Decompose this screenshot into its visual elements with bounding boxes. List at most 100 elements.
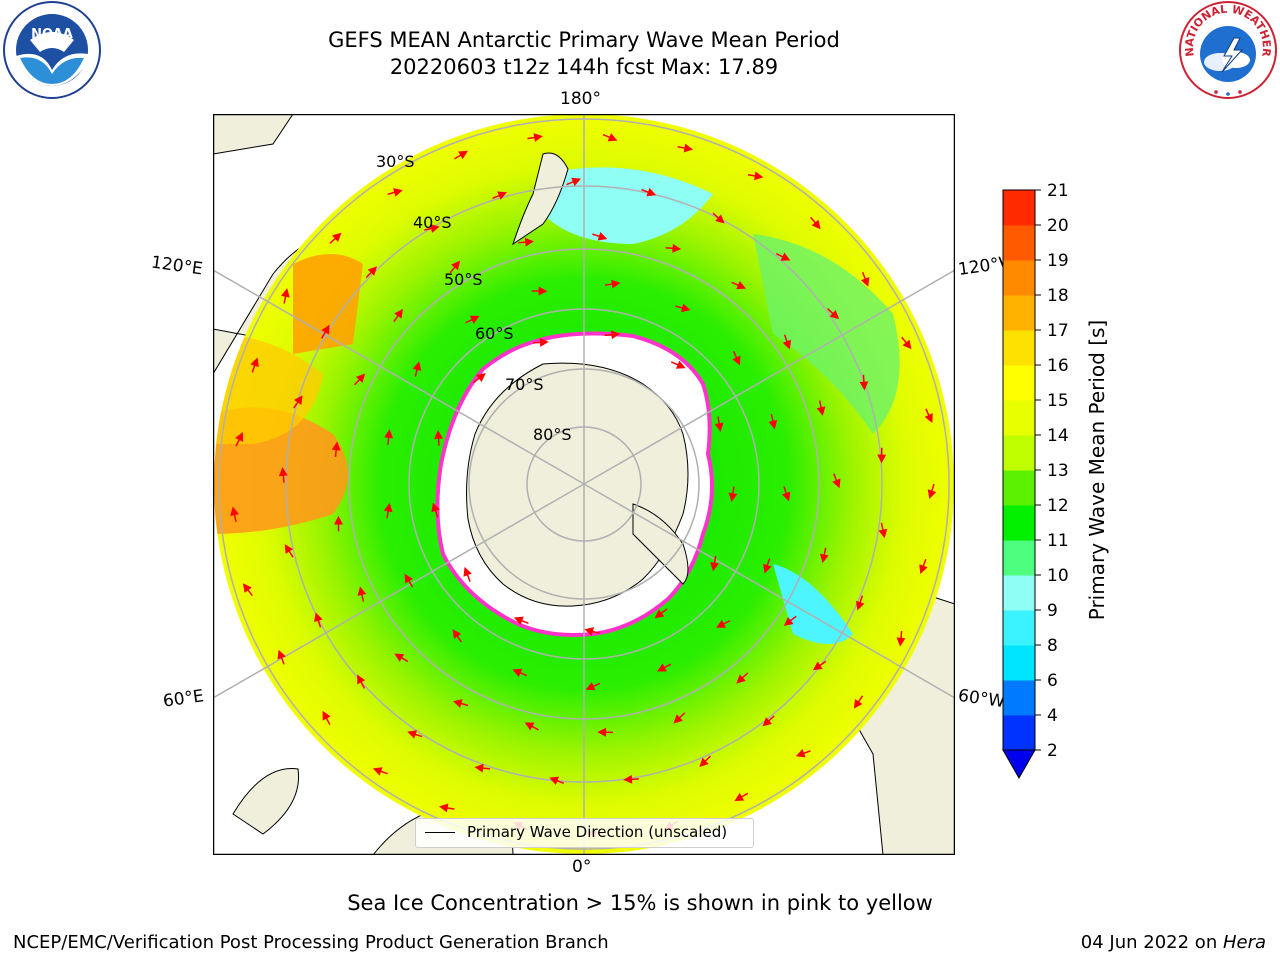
wave-arrow-head bbox=[768, 419, 778, 430]
colorbar-tick-label: 2 bbox=[1047, 741, 1058, 761]
wave-arrow-head bbox=[829, 310, 840, 320]
colorbar-under-arrow bbox=[1002, 749, 1036, 780]
wave-arrow-head bbox=[924, 413, 933, 424]
colorbar-segment bbox=[1003, 225, 1035, 261]
colorbar-tick-label: 10 bbox=[1047, 566, 1069, 586]
colorbar-segment bbox=[1003, 365, 1035, 401]
map-frame bbox=[212, 113, 956, 856]
wave-arrow-head bbox=[859, 381, 869, 391]
colorbar: 2 4 6 8 9 10 11 12 13 14 15 16 17 18 19 20 21 bbox=[1002, 181, 1069, 780]
wave-arrow-head bbox=[571, 177, 582, 187]
high-period-zone-australia bbox=[293, 254, 363, 354]
map-svg bbox=[212, 113, 956, 856]
wave-arrow-head bbox=[334, 515, 343, 525]
wave-arrow-head bbox=[314, 612, 323, 623]
noaa-logo-icon: NOAA bbox=[3, 1, 101, 99]
colorbar-segment bbox=[1003, 715, 1035, 751]
colorbar-segment bbox=[1003, 610, 1035, 646]
wave-arrow-head bbox=[782, 339, 792, 350]
wave-arrow-head bbox=[902, 339, 912, 350]
noaa-logo-text: NOAA bbox=[31, 27, 73, 42]
wave-arrow-head bbox=[780, 252, 791, 261]
colorbar-segment bbox=[1003, 575, 1035, 611]
meridian-120e bbox=[213, 269, 585, 485]
wave-arrow-head bbox=[812, 661, 823, 671]
colorbar-tick-label: 6 bbox=[1047, 671, 1058, 691]
wave-arrow-head bbox=[284, 544, 294, 554]
colorbar-segment bbox=[1003, 680, 1035, 716]
colorbar-tick-label: 15 bbox=[1047, 391, 1069, 411]
wave-arrow-head bbox=[855, 600, 865, 611]
lat-label-50s: 50°S bbox=[444, 270, 483, 289]
wave-arrow-head bbox=[795, 748, 806, 758]
colorbar-tick-label: 12 bbox=[1047, 496, 1069, 516]
wave-arrow-head bbox=[683, 143, 694, 153]
wave-arrow-head bbox=[819, 553, 829, 564]
colorbar-tick-label: 21 bbox=[1047, 181, 1069, 201]
wave-arrow-head bbox=[539, 337, 549, 347]
wave-arrow-head bbox=[463, 566, 472, 577]
lat-label-80s: 80°S bbox=[533, 425, 572, 444]
wave-arrow-head bbox=[673, 714, 683, 724]
sea-ice-note: Sea Ice Concentration > 15% is shown in … bbox=[347, 891, 933, 915]
wave-arrow-head bbox=[451, 260, 461, 271]
wave-arrow-head bbox=[710, 561, 719, 572]
colorbar-tick-label: 9 bbox=[1047, 601, 1058, 621]
wave-arrow-head bbox=[372, 767, 383, 776]
colorbar-segment bbox=[1003, 645, 1035, 681]
meridian-60w bbox=[583, 483, 955, 699]
wave-arrow-head bbox=[715, 214, 725, 224]
wave-arrow-head bbox=[585, 682, 596, 691]
wave-arrow-head bbox=[394, 308, 403, 319]
colorbar-segment bbox=[1003, 505, 1035, 541]
wave-arrow-head bbox=[732, 355, 741, 366]
wave-arrow-head bbox=[853, 699, 863, 709]
meridian-120w bbox=[583, 269, 955, 485]
colorbar-tick-label: 11 bbox=[1047, 531, 1069, 551]
lon-label-0: 0° bbox=[572, 857, 592, 877]
map-legend: Primary Wave Direction (unscaled) bbox=[415, 818, 754, 848]
wave-arrow-head bbox=[439, 803, 449, 813]
wave-arrow-head bbox=[474, 763, 484, 773]
wave-arrow-head bbox=[680, 303, 691, 313]
wave-arrow-head bbox=[393, 188, 403, 197]
legend-line-sample bbox=[425, 832, 455, 833]
lon-label-60e: 60°E bbox=[161, 686, 206, 712]
footer-credit: NCEP/EMC/Verification Post Processing Pr… bbox=[13, 932, 609, 953]
land-patch bbox=[213, 114, 294, 155]
wave-arrow-head bbox=[832, 478, 841, 489]
colorbar-segment bbox=[1003, 295, 1035, 331]
antarctic-map: Primary Wave Direction (unscaled) bbox=[212, 113, 956, 856]
national-weather-service-logo-icon: NATIONAL WEATHER SERVICE bbox=[1178, 0, 1277, 99]
wave-arrow-head bbox=[646, 187, 657, 197]
wave-arrow-head bbox=[763, 563, 772, 574]
wave-arrow-head bbox=[927, 489, 937, 499]
colorbar-tick-label: 14 bbox=[1047, 426, 1069, 446]
lat-label-40s: 40°S bbox=[413, 213, 452, 232]
wave-arrow-head bbox=[331, 441, 341, 451]
wave-arrow-head bbox=[734, 792, 745, 802]
wave-arrow-head bbox=[452, 629, 462, 639]
colorbar-segment bbox=[1003, 540, 1035, 576]
footer-date: 04 Jun 2022 on Hera bbox=[1081, 932, 1266, 953]
colorbar-tick-label: 4 bbox=[1047, 706, 1058, 726]
wave-arrow-head bbox=[584, 627, 594, 636]
wave-arrow-head bbox=[657, 663, 667, 672]
colorbar-tick-label: 13 bbox=[1047, 461, 1069, 481]
footer-date-text: 04 Jun 2022 on bbox=[1080, 932, 1223, 953]
colorbar-tick-label: 20 bbox=[1047, 216, 1069, 236]
wave-arrow-head bbox=[728, 492, 738, 502]
wave-arrow-head bbox=[355, 373, 366, 383]
wave-arrow-head bbox=[384, 429, 394, 439]
meridian-60e bbox=[213, 483, 585, 699]
wave-arrow-head bbox=[278, 467, 288, 477]
wave-arrow-head bbox=[230, 506, 239, 516]
wave-arrow-head bbox=[476, 373, 486, 382]
wave-arrow-head bbox=[919, 564, 928, 574]
wave-arrow-head bbox=[513, 616, 524, 625]
wave-arrow-head bbox=[675, 360, 686, 369]
colorbar-tick-label: 16 bbox=[1047, 356, 1069, 376]
colorbar-segment bbox=[1003, 435, 1035, 471]
wave-arrow-head bbox=[235, 432, 244, 442]
antarctic-peninsula bbox=[632, 503, 689, 585]
